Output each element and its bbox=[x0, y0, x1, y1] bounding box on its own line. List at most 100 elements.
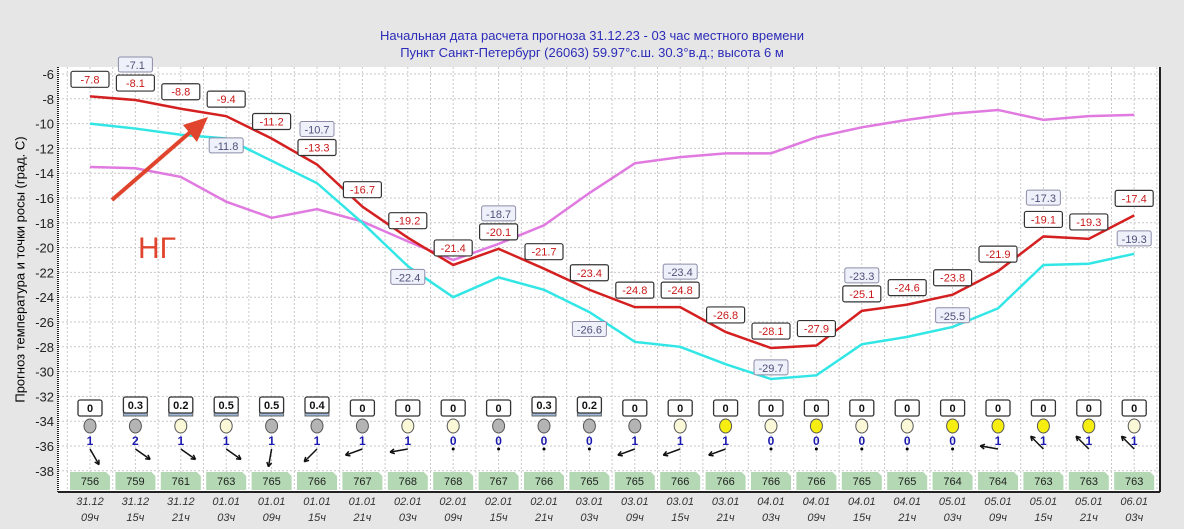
y-tick-label: -22 bbox=[35, 265, 54, 280]
precip-value: 0 bbox=[904, 403, 910, 415]
extreme-label-text: -22.4 bbox=[395, 272, 420, 284]
wind-arrow-icon bbox=[89, 448, 100, 465]
x-hour-label: 03ч bbox=[944, 512, 962, 524]
precip-value: 0.2 bbox=[173, 400, 188, 412]
precip-value: 0 bbox=[450, 403, 456, 415]
wind-arrowhead bbox=[235, 458, 242, 461]
pressure-box bbox=[70, 472, 110, 490]
precip-box bbox=[712, 399, 739, 417]
wind-speed: 2 bbox=[132, 434, 139, 448]
temp-label-box bbox=[115, 74, 156, 92]
series-line-0 bbox=[89, 95, 1135, 350]
pressure-value: 766 bbox=[308, 476, 326, 488]
temp-label-box bbox=[660, 281, 700, 299]
wind-arrowhead bbox=[266, 461, 270, 467]
cloud-icon bbox=[401, 418, 415, 434]
wind-arrow-icon bbox=[180, 448, 196, 460]
wind-arrow-icon bbox=[389, 448, 408, 453]
precip-value: 0 bbox=[1040, 403, 1046, 415]
temp-label: -13.3 bbox=[297, 138, 337, 157]
wind-arrow-icon bbox=[134, 448, 151, 460]
temp-label: -9.4 bbox=[206, 90, 246, 108]
precip-value: 0 bbox=[950, 403, 956, 415]
temp-label-box bbox=[751, 322, 791, 340]
cloud-icon bbox=[355, 418, 369, 434]
temp-label: -21.7 bbox=[524, 243, 564, 261]
x-date-label: 05.01 bbox=[939, 496, 967, 508]
y-tick-label: -8 bbox=[42, 92, 54, 107]
x-hour-label: 09ч bbox=[626, 512, 644, 524]
x-date-label: 04.01 bbox=[803, 496, 831, 508]
extreme-label: -22.4 bbox=[390, 268, 426, 285]
extreme-label: -23.4 bbox=[662, 263, 698, 280]
temp-label-box bbox=[161, 83, 201, 101]
extreme-label-text: -19.3 bbox=[1122, 234, 1147, 246]
temp-label: -27.9 bbox=[796, 319, 837, 338]
x-date-label: 01.01 bbox=[212, 496, 240, 508]
x-date-label: 06.01 bbox=[1120, 496, 1148, 508]
temp-label-box bbox=[796, 319, 837, 338]
precip-value: 0 bbox=[768, 403, 774, 415]
extreme-label-text: -11.8 bbox=[214, 141, 238, 153]
wind-speed: 0 bbox=[586, 434, 593, 448]
temp-label-text: -16.7 bbox=[350, 185, 375, 197]
temp-label-text: -20.1 bbox=[486, 227, 511, 239]
x-date-label: 03.01 bbox=[666, 496, 694, 508]
x-date-label: 31.12 bbox=[122, 496, 150, 508]
extreme-label-text: -29.7 bbox=[758, 363, 783, 375]
extreme-label: -26.6 bbox=[571, 320, 607, 337]
x-hour-label: 15ч bbox=[671, 512, 689, 524]
series-line-1 bbox=[89, 122, 1135, 381]
precip-box bbox=[758, 399, 784, 417]
precip-box bbox=[349, 399, 376, 417]
pressure-value: 768 bbox=[444, 476, 462, 488]
wind-speed: 1 bbox=[677, 434, 684, 448]
precip-box bbox=[1030, 399, 1057, 417]
temp-label: -20.1 bbox=[479, 223, 519, 241]
cloud-icon bbox=[1036, 418, 1050, 434]
x-hour-label: 09ч bbox=[444, 512, 462, 524]
precip-value: 0 bbox=[87, 403, 93, 415]
precip-value: 0 bbox=[1086, 403, 1092, 415]
wind-speed: 1 bbox=[404, 434, 411, 448]
extreme-label-box bbox=[935, 307, 971, 324]
temp-label-box bbox=[705, 306, 746, 324]
pressure-box bbox=[1023, 472, 1064, 490]
extreme-label-box bbox=[117, 56, 153, 73]
pressure-box bbox=[160, 472, 201, 490]
temp-label-text: -21.4 bbox=[441, 243, 466, 255]
x-hour-label: 15ч bbox=[126, 512, 144, 524]
pressure-box bbox=[524, 472, 564, 490]
y-tick-label: -30 bbox=[35, 365, 54, 380]
x-hour-label: 15ч bbox=[1034, 512, 1052, 524]
calm-dot bbox=[814, 447, 818, 451]
wind-arrow-icon bbox=[225, 448, 242, 460]
temp-label: -23.8 bbox=[932, 269, 973, 287]
precip-value: 0 bbox=[632, 403, 638, 415]
x-hour-label: 21ч bbox=[171, 512, 190, 524]
precip-box bbox=[440, 399, 466, 417]
wind-speed: 1 bbox=[631, 434, 638, 448]
pressure-value: 765 bbox=[262, 476, 280, 488]
precip-value: 0.5 bbox=[264, 400, 279, 412]
pressure-value: 765 bbox=[898, 476, 916, 488]
temp-label-box bbox=[1069, 213, 1109, 231]
cloud-icon bbox=[764, 418, 778, 434]
temp-label-text: -25.1 bbox=[849, 289, 874, 301]
temp-label: -19.2 bbox=[388, 212, 428, 230]
temp-label: -24.8 bbox=[660, 281, 700, 299]
calm-dot bbox=[905, 447, 909, 451]
annotation-arrow-icon bbox=[110, 126, 197, 202]
x-date-label: 01.01 bbox=[258, 496, 286, 508]
extreme-label-text: -7.1 bbox=[126, 60, 145, 72]
precip-box bbox=[395, 399, 421, 417]
temp-label-text: -11.2 bbox=[259, 116, 283, 128]
precip-box bbox=[531, 396, 557, 414]
wind-arrow-icon bbox=[1030, 435, 1044, 450]
temp-label-box bbox=[842, 285, 882, 303]
pressure-value: 764 bbox=[989, 476, 1007, 488]
precip-value: 0 bbox=[813, 403, 819, 415]
wind-speed: 0 bbox=[813, 434, 820, 448]
x-date-label: 05.01 bbox=[1030, 496, 1058, 508]
temp-label: -24.6 bbox=[887, 279, 927, 297]
